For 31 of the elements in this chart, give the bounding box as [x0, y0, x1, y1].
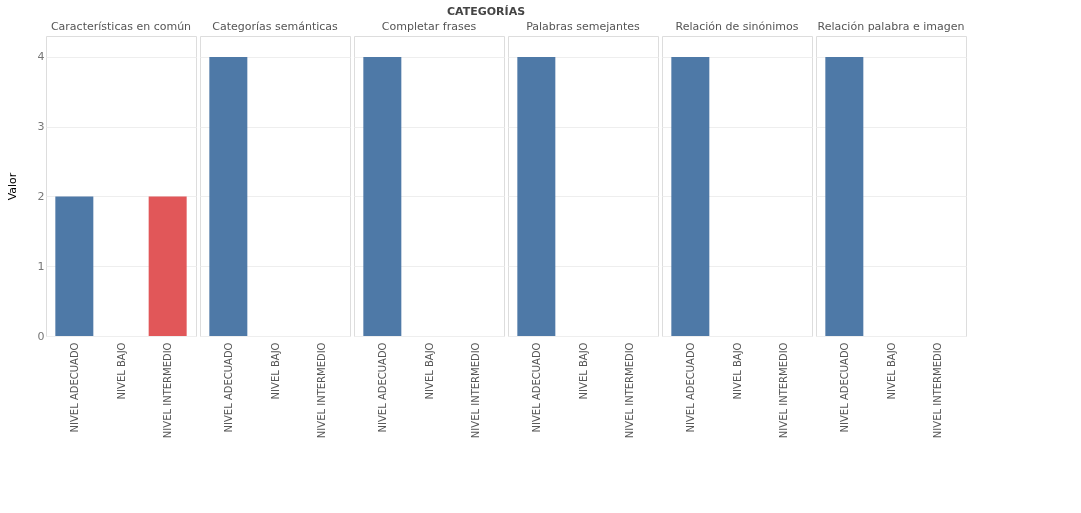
- x-tick-label: NIVEL ADECUADO: [838, 342, 850, 433]
- x-tick-label: NIVEL INTERMEDIO: [778, 342, 790, 439]
- x-tick-label: NIVEL ADECUADO: [684, 342, 696, 433]
- y-tick-label: 1: [37, 259, 45, 273]
- chart-title: Categorías semánticas: [212, 20, 339, 33]
- y-tick-label: 0: [37, 329, 45, 343]
- x-tick-label: NIVEL BAJO: [577, 342, 589, 400]
- x-tick-label: NIVEL BAJO: [269, 342, 281, 400]
- x-tick-label: NIVEL INTERMEDIO: [470, 342, 482, 439]
- chart-title: Relación palabra e imagen: [817, 20, 965, 33]
- y-tick-label: 2: [37, 189, 45, 203]
- x-tick-label: NIVEL INTERMEDIO: [162, 342, 174, 439]
- y-tick-label: 3: [37, 120, 45, 134]
- x-tick-label: NIVEL BAJO: [731, 342, 743, 400]
- chart-title: Palabras semejantes: [526, 20, 641, 33]
- x-tick-label: NIVEL INTERMEDIO: [932, 342, 944, 439]
- x-tick-label: NIVEL BAJO: [885, 342, 897, 400]
- chart-title: Relación de sinónimos: [675, 20, 799, 33]
- x-tick-label: NIVEL ADECUADO: [68, 342, 80, 433]
- x-tick-label: NIVEL BAJO: [115, 342, 127, 400]
- y-tick-label: 4: [37, 50, 45, 64]
- x-tick-label: NIVEL ADECUADO: [376, 342, 388, 433]
- chart-title: Características en común: [50, 20, 192, 33]
- x-tick-label: NIVEL INTERMEDIO: [624, 342, 636, 439]
- chart-title: Completar frases: [381, 20, 477, 33]
- x-tick-label: NIVEL ADECUADO: [530, 342, 542, 433]
- y-axis-title: Valor: [5, 172, 19, 201]
- x-tick-label: NIVEL INTERMEDIO: [316, 342, 328, 439]
- x-tick-label: NIVEL ADECUADO: [222, 342, 234, 433]
- x-tick-label: NIVEL BAJO: [423, 342, 435, 400]
- text: CATEGORÍAS: [446, 4, 526, 18]
